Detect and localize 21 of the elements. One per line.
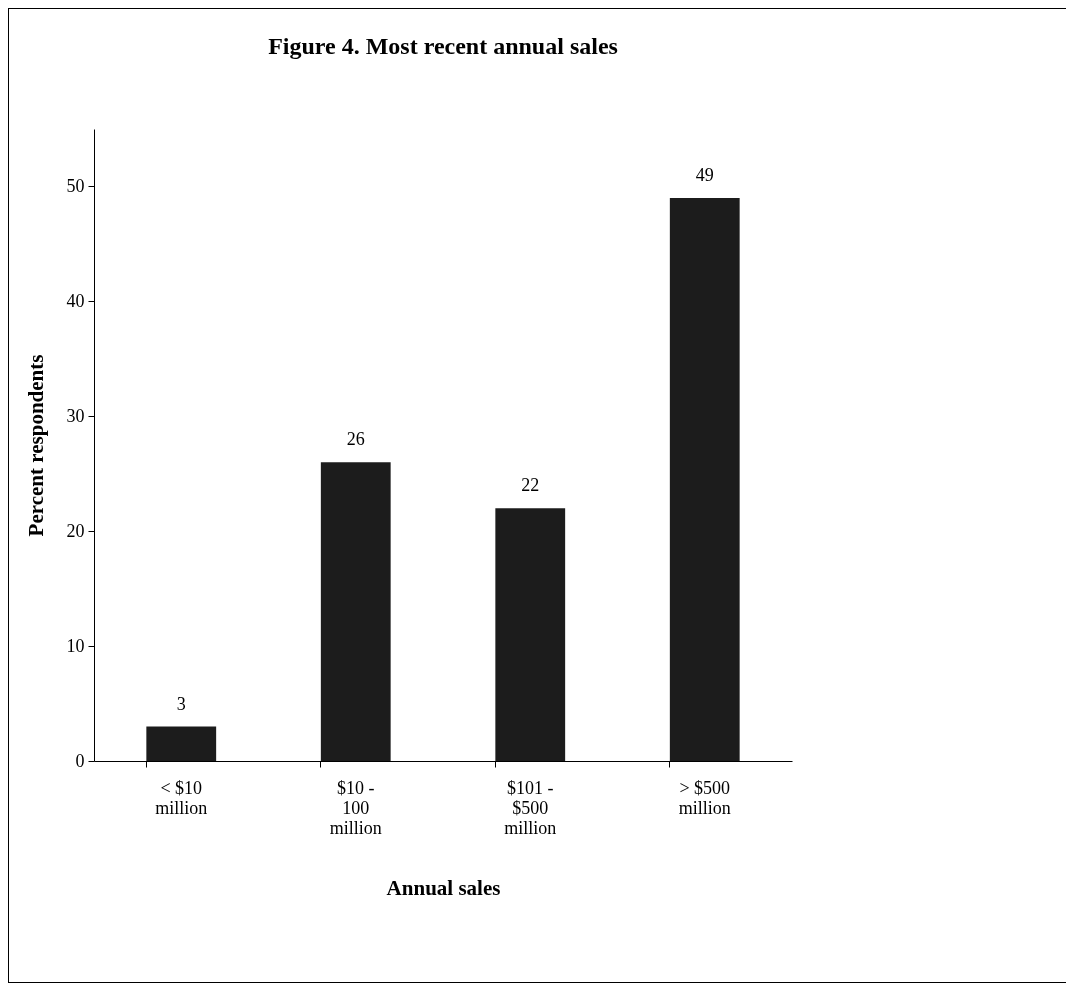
bar bbox=[146, 726, 217, 761]
x-tick-label: $10 - 100 million bbox=[329, 777, 382, 838]
bar bbox=[495, 508, 566, 761]
data-label: 22 bbox=[521, 475, 540, 496]
y-axis-title: Percent respondents bbox=[23, 354, 48, 537]
y-tick-label: 40 bbox=[66, 290, 85, 311]
y-tick-label: 20 bbox=[66, 520, 85, 541]
x-tick-label: > $500 million bbox=[678, 777, 731, 818]
y-tick-label: 10 bbox=[66, 635, 85, 656]
bar bbox=[320, 462, 391, 761]
y-tick-label: 50 bbox=[66, 175, 85, 196]
x-tick-label: $101 - $500 million bbox=[504, 777, 557, 838]
bar bbox=[669, 197, 740, 761]
data-label: 3 bbox=[176, 693, 186, 714]
x-axis-title: Annual sales bbox=[386, 875, 501, 900]
data-label: 49 bbox=[695, 164, 714, 185]
y-tick-label: 0 bbox=[75, 750, 85, 771]
y-tick-label: 30 bbox=[66, 405, 85, 426]
chart-title: Figure 4. Most recent annual sales bbox=[268, 33, 618, 59]
x-tick-label: < $10 million bbox=[155, 777, 208, 818]
data-label: 26 bbox=[346, 429, 365, 450]
